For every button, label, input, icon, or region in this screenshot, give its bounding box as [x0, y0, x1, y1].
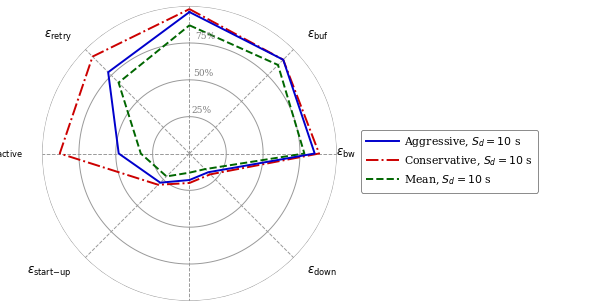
Text: $\varepsilon_{\rm active}$: $\varepsilon_{\rm active}$: [0, 147, 23, 160]
Text: 50%: 50%: [194, 69, 214, 78]
Text: $\varepsilon_{\rm start\mathsf{-}up}$: $\varepsilon_{\rm start\mathsf{-}up}$: [27, 264, 72, 279]
Text: 25%: 25%: [191, 106, 211, 115]
Text: $\varepsilon_{\rm retry}$: $\varepsilon_{\rm retry}$: [44, 28, 72, 43]
Legend: Aggressive, $S_d = 10$ s, Conservative, $S_d = 10$ s, Mean, $S_d = 10$ s: Aggressive, $S_d = 10$ s, Conservative, …: [361, 130, 538, 192]
Text: $\varepsilon_{\rm bw}$: $\varepsilon_{\rm bw}$: [336, 147, 356, 160]
Text: $\varepsilon_{\rm down}$: $\varepsilon_{\rm down}$: [307, 265, 337, 278]
Text: $\varepsilon_{\rm buf}$: $\varepsilon_{\rm buf}$: [307, 29, 329, 42]
Text: 75%: 75%: [195, 32, 215, 41]
